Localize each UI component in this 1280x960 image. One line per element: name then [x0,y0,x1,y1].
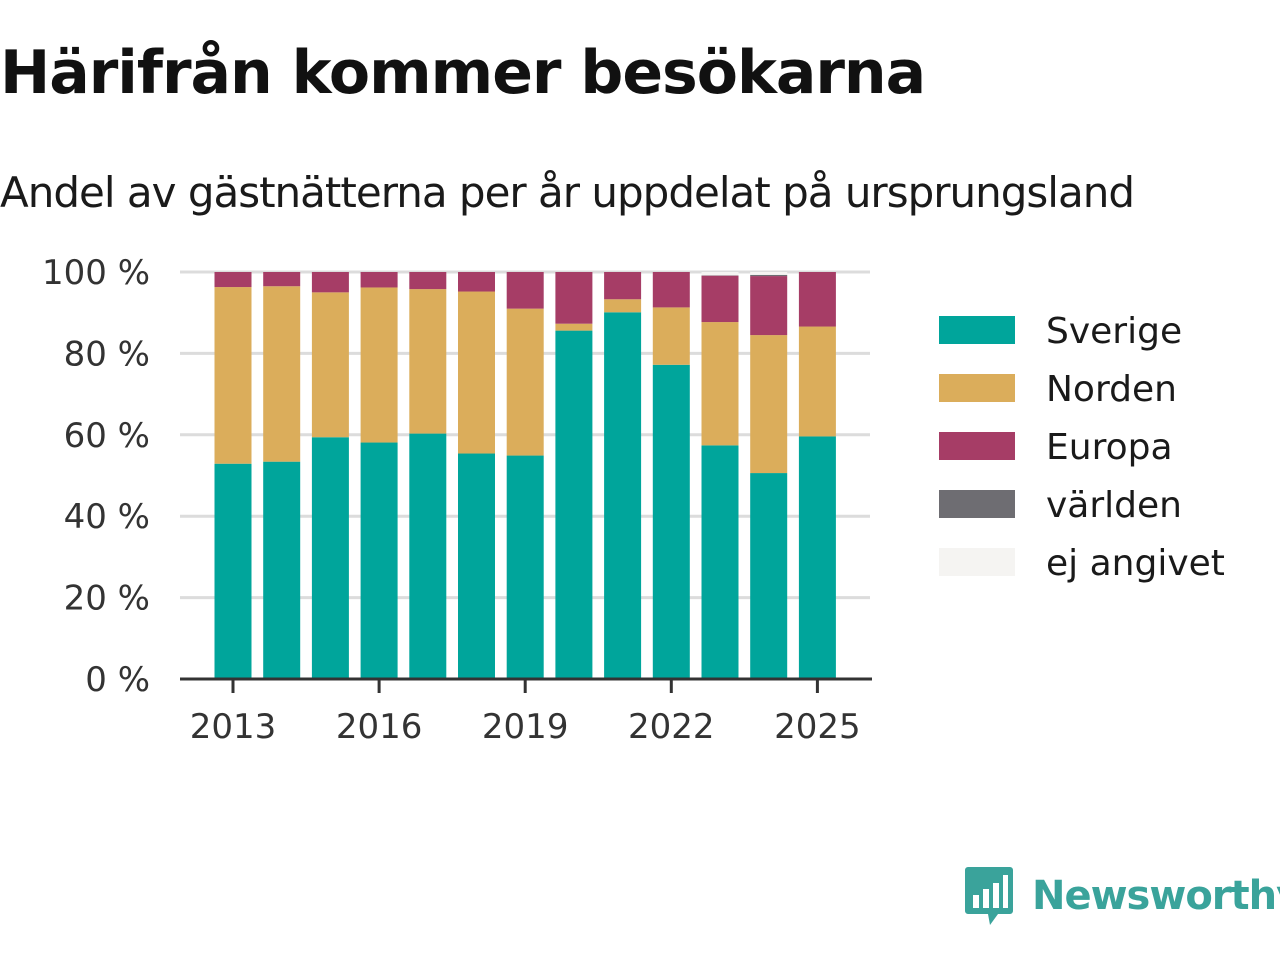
bar-sverige-2024 [750,473,788,679]
bar-europa-2021 [604,272,642,300]
bar-sverige-2018 [458,453,495,679]
bar-norden-2024 [750,335,788,474]
chart-subtitle: Andel av gästnätterna per år uppdelat på… [0,168,1135,217]
bar-norden-2019 [506,308,544,456]
logo-text: Newsworthy [1032,873,1280,919]
newsworthy-logo: Newsworthy [964,864,1280,928]
x-tick-label: 2025 [774,707,861,747]
legend-label: Europa [1046,427,1173,468]
bar-sverige-2015 [311,437,349,679]
bar-sverige-2016 [360,442,398,679]
y-tick-label: 40 % [64,497,150,537]
bar-norden-2018 [458,291,495,454]
bars [214,272,836,679]
legend-label: ej angivet [1046,543,1225,584]
bar-sverige-2020 [555,330,593,679]
y-tick-label: 60 % [64,416,150,456]
bar-norden-2015 [311,292,349,438]
bar-sverige-2014 [263,461,301,679]
bar-europa-2019 [506,272,544,309]
bar-sverige-2022 [652,364,690,679]
legend-label: Sverige [1046,311,1182,352]
bar-norden-2013 [214,287,252,464]
bar-sverige-2025 [798,436,836,679]
legend-swatch-europa [939,432,1015,460]
bar-europa-2017 [409,272,447,290]
bar-världen-2024 [750,274,788,277]
bar-europa-2018 [458,272,495,292]
x-tick-label: 2019 [482,707,569,747]
legend-label: Norden [1046,369,1177,410]
legend-swatch-världen [939,490,1015,518]
x-tick-label: 2022 [628,707,715,747]
x-tick-label: 2016 [336,707,423,747]
x-tick-label: 2013 [190,707,277,747]
bar-europa-2022 [652,272,690,308]
axes: 0 % 20 % 40 % 60 % 80 % 100 % 2013 2016 2019 2022… [42,253,872,747]
bar-europa-2025 [798,272,836,327]
bar-sverige-2019 [506,455,544,679]
bar-sverige-2013 [214,463,252,679]
legend-swatch-ej-angivet [939,548,1015,576]
bar-ej-angivet-2023 [701,272,739,276]
bar-chart-speech-bubble-icon [965,867,1013,925]
legend-swatch-norden [939,374,1015,402]
bar-sverige-2023 [701,445,739,679]
y-tick-label: 100 % [42,253,150,293]
bar-europa-2014 [263,272,301,287]
bar-norden-2014 [263,286,301,462]
bar-europa-2016 [360,272,398,288]
legend-label: världen [1046,485,1182,526]
bar-norden-2023 [701,322,739,446]
bar-sverige-2021 [604,312,642,679]
bar-ej-angivet-2024 [750,272,788,275]
bar-europa-2013 [214,272,252,288]
legend: Sverige Norden Europa världen ej angivet [939,311,1225,584]
bar-sverige-2017 [409,433,447,679]
y-tick-label: 80 % [64,334,150,374]
bar-europa-2020 [555,272,593,324]
chart-title: Härifrån kommer besökarna [0,38,926,108]
legend-swatch-sverige [939,316,1015,344]
bar-norden-2022 [652,307,690,365]
bar-norden-2020 [555,323,593,331]
bar-europa-2015 [311,272,349,293]
bar-norden-2021 [604,299,642,313]
bar-europa-2024 [750,276,788,336]
bar-europa-2023 [701,275,739,323]
y-tick-label: 20 % [64,579,150,619]
bar-norden-2017 [409,289,447,434]
bar-norden-2016 [360,287,398,443]
bar-norden-2025 [798,326,836,437]
y-tick-label: 0 % [85,660,150,700]
